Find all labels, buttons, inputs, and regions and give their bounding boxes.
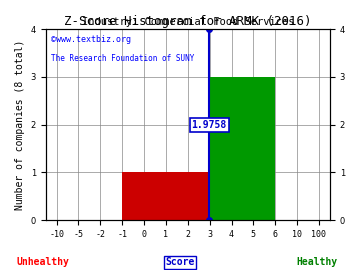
Text: Industry: Commercial Food Services: Industry: Commercial Food Services (81, 17, 294, 27)
Text: The Research Foundation of SUNY: The Research Foundation of SUNY (51, 54, 195, 63)
Text: Score: Score (165, 257, 195, 267)
Text: Unhealthy: Unhealthy (17, 257, 69, 267)
Y-axis label: Number of companies (8 total): Number of companies (8 total) (15, 39, 25, 210)
Text: 1.9758: 1.9758 (192, 120, 227, 130)
Text: ©www.textbiz.org: ©www.textbiz.org (51, 35, 131, 44)
Title: Z-Score Histogram for ARMK (2016): Z-Score Histogram for ARMK (2016) (64, 15, 311, 28)
Text: Healthy: Healthy (296, 257, 337, 267)
Bar (210, 77, 275, 220)
Bar (122, 172, 210, 220)
